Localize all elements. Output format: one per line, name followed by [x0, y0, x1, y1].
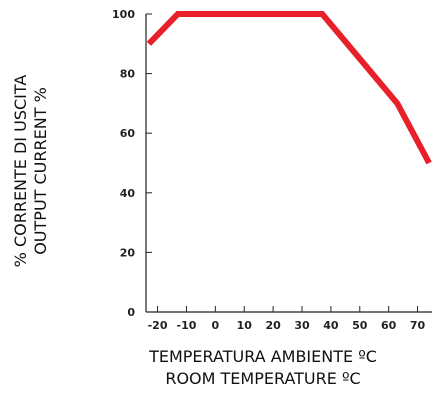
x-tick-label: 40 — [323, 319, 339, 332]
y-ticks: 0 20 40 60 80 100 — [112, 8, 152, 319]
series-line-1 — [146, 11, 432, 165]
x-tick-label: -10 — [177, 319, 197, 332]
y-tick-label: 60 — [120, 127, 136, 140]
y-tick-label: 80 — [120, 68, 136, 81]
x-tick-label: 70 — [410, 319, 426, 332]
x-axis-title-line-2: ROOM TEMPERATURE ºC — [165, 369, 360, 388]
x-tick-label: -20 — [148, 319, 168, 332]
series-layer — [146, 11, 432, 165]
x-tick-label: 20 — [265, 319, 281, 332]
x-tick-label: 10 — [237, 319, 253, 332]
x-tick-label: 50 — [352, 319, 368, 332]
x-tick-label: 0 — [212, 319, 220, 332]
y-tick-label: 20 — [120, 246, 136, 259]
y-tick-label: 0 — [127, 306, 135, 319]
x-tick-label: 60 — [381, 319, 397, 332]
x-axis-title-line-1: TEMPERATURA AMBIENTE ºC — [148, 347, 377, 366]
x-ticks: -20 -10 0 10 20 30 40 50 60 70 — [148, 306, 426, 332]
axes — [145, 14, 432, 313]
y-tick-label: 40 — [120, 187, 136, 200]
y-axis-title-line-1: % CORRENTE DI USCITA — [11, 75, 30, 268]
y-tick-label: 100 — [112, 8, 135, 21]
y-axis-title-line-2: OUTPUT CURRENT % — [31, 87, 50, 255]
x-tick-label: 30 — [294, 319, 310, 332]
